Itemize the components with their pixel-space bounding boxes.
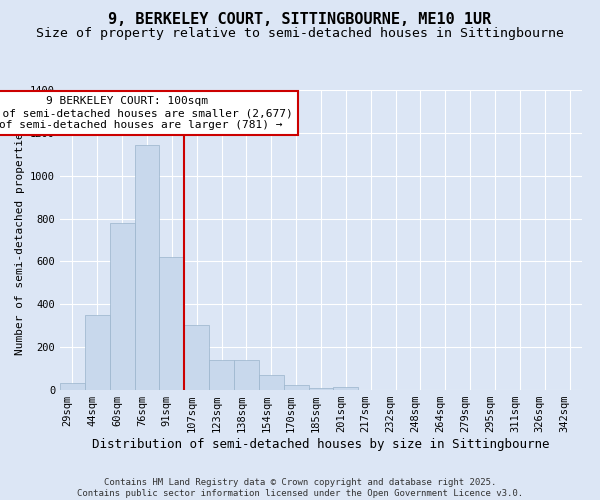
Text: Contains HM Land Registry data © Crown copyright and database right 2025.
Contai: Contains HM Land Registry data © Crown c… bbox=[77, 478, 523, 498]
Bar bbox=[308, 388, 334, 390]
Bar bbox=[85, 315, 110, 390]
Text: 9 BERKELEY COURT: 100sqm
← 77% of semi-detached houses are smaller (2,677)
22% o: 9 BERKELEY COURT: 100sqm ← 77% of semi-d… bbox=[0, 96, 292, 130]
Bar bbox=[334, 387, 358, 390]
Bar bbox=[284, 384, 308, 390]
Bar bbox=[209, 360, 234, 390]
Text: Size of property relative to semi-detached houses in Sittingbourne: Size of property relative to semi-detach… bbox=[36, 28, 564, 40]
Bar bbox=[60, 382, 85, 390]
Bar bbox=[160, 257, 184, 390]
Bar bbox=[234, 360, 259, 390]
X-axis label: Distribution of semi-detached houses by size in Sittingbourne: Distribution of semi-detached houses by … bbox=[92, 438, 550, 451]
Text: 9, BERKELEY COURT, SITTINGBOURNE, ME10 1UR: 9, BERKELEY COURT, SITTINGBOURNE, ME10 1… bbox=[109, 12, 491, 28]
Bar bbox=[134, 144, 160, 390]
Bar bbox=[184, 324, 209, 390]
Bar bbox=[259, 375, 284, 390]
Bar bbox=[110, 223, 134, 390]
Y-axis label: Number of semi-detached properties: Number of semi-detached properties bbox=[14, 125, 25, 355]
